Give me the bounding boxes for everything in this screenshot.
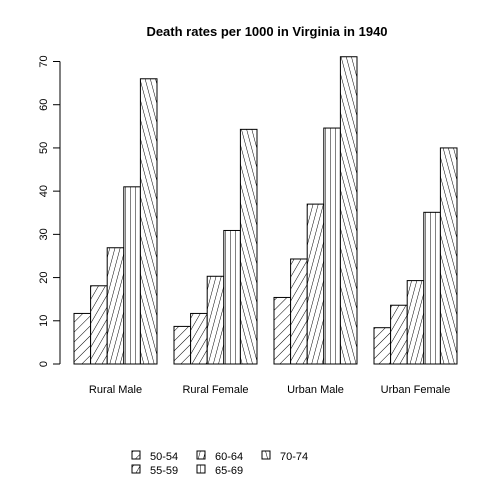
- y-tick-label: 30: [38, 228, 50, 240]
- legend-swatch-50-54: [131, 450, 141, 460]
- legend-label-60-64: 60-64: [215, 451, 243, 463]
- bar-urban-male-50-54: [273, 296, 292, 365]
- y-tick-label: 70: [38, 55, 50, 67]
- bar-urban-female-60-64: [406, 280, 425, 365]
- category-label: Urban Male: [287, 384, 344, 396]
- legend-label-50-54: 50-54: [150, 451, 178, 463]
- bar-rural-female-65-69: [223, 229, 241, 365]
- bar-rural-male-65-69: [123, 186, 141, 365]
- category-label: Rural Female: [182, 384, 248, 396]
- y-tick-label: 40: [38, 185, 50, 197]
- legend-label-65-69: 65-69: [215, 465, 243, 477]
- bar-rural-male-70-74: [139, 78, 158, 365]
- bar-urban-female-55-59: [390, 304, 408, 365]
- chart-title: Death rates per 1000 in Virginia in 1940: [146, 24, 387, 39]
- legend-label-70-74: 70-74: [280, 451, 308, 463]
- x-axis-labels: Rural Male Rural Female Urban Male Urban Fe…: [89, 384, 450, 396]
- bar-rural-female-50-54: [173, 325, 192, 365]
- bar-urban-male-55-59: [290, 258, 308, 365]
- legend-label-55-59: 55-59: [150, 465, 178, 477]
- y-tick-label: 0: [38, 361, 50, 367]
- bar-rural-female-55-59: [190, 312, 208, 365]
- legend-swatch-65-69: [196, 464, 206, 474]
- bar-rural-female-60-64: [206, 275, 225, 365]
- category-label: Urban Female: [381, 384, 451, 396]
- bar-urban-male-70-74: [339, 56, 358, 365]
- y-axis: 0 10 20 30 40 50 60 70: [38, 55, 61, 367]
- legend-swatch-70-74: [261, 450, 271, 460]
- category-label: Rural Male: [89, 384, 142, 396]
- bar-urban-male-60-64: [306, 203, 325, 365]
- bar-rural-female-70-74: [239, 128, 258, 365]
- legend-swatch-60-64: [196, 450, 206, 460]
- bar-rural-male-50-54: [73, 312, 92, 365]
- bar-urban-female-65-69: [423, 211, 441, 365]
- y-tick-label: 60: [38, 99, 50, 111]
- legend-swatch-55-59: [131, 464, 141, 474]
- bar-urban-female-70-74: [439, 147, 458, 365]
- bar-rural-male-60-64: [106, 247, 125, 365]
- y-tick-label: 10: [38, 315, 50, 327]
- legend: 50-54 55-59 60-64 65-69 70-74: [131, 450, 308, 477]
- bar-urban-male-65-69: [323, 127, 341, 365]
- bar-rural-male-55-59: [90, 285, 108, 365]
- bar-urban-female-50-54: [373, 327, 392, 365]
- y-tick-label: 50: [38, 142, 50, 154]
- y-tick-label: 20: [38, 271, 50, 283]
- bars: [73, 56, 458, 365]
